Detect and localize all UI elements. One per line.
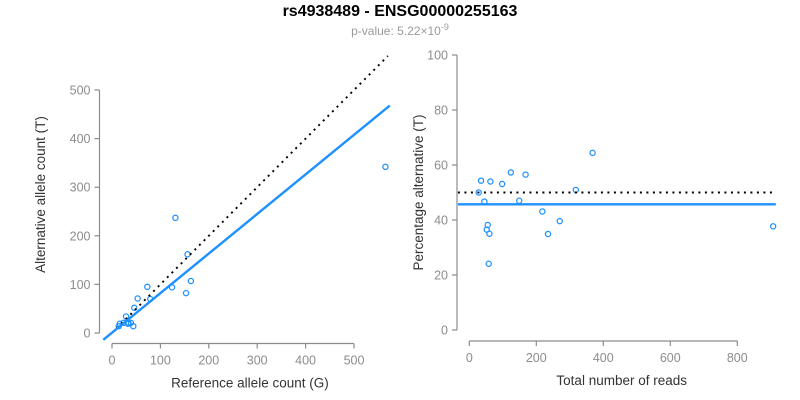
data-point [182, 289, 190, 297]
data-point [515, 197, 523, 204]
plot-subtitle: p-value: 5.22×10-9 [0, 22, 800, 38]
data-point [130, 322, 137, 330]
x-tick-label: 400 [593, 351, 614, 365]
panel-left: 0 100 200 300 400 500 0 100 200 300 400 500 Referenc… [33, 55, 391, 391]
data-point [184, 251, 191, 258]
x-tick-label: 100 [150, 354, 171, 368]
data-point [486, 230, 493, 237]
x-tick-label: 500 [344, 354, 365, 368]
y-tick-label: 0 [441, 324, 448, 338]
y-axis-title: Percentage alternative (T) [411, 114, 426, 270]
y-tick-label: 200 [70, 229, 91, 243]
y-tick-label: 500 [70, 84, 91, 98]
p-value-text: p-value: 5.22×10 [351, 24, 441, 38]
data-point [131, 304, 138, 311]
y-tick-label: 80 [434, 104, 448, 118]
data-point [522, 171, 529, 178]
x-tick-label: 200 [526, 351, 547, 365]
data-point [487, 178, 494, 185]
fit-line [102, 104, 391, 341]
data-point [485, 260, 492, 267]
x-tick-label: 200 [198, 354, 219, 368]
data-point [477, 177, 485, 184]
data-point [769, 223, 777, 230]
x-tick-label: 0 [466, 351, 473, 365]
panel-right: 0 200 400 600 800 0 20 40 60 80 100 Total number of… [411, 49, 777, 388]
data-point [382, 163, 389, 171]
x-tick-label: 0 [109, 354, 116, 368]
plot-title: rs4938489 - ENSG00000255163 [282, 3, 518, 20]
y-tick-label: 300 [70, 181, 91, 195]
y-tick-label: 0 [84, 327, 91, 341]
data-point [507, 169, 515, 176]
x-tick-label: 300 [247, 354, 268, 368]
x-tick-label: 400 [295, 354, 316, 368]
x-tick-label: 800 [727, 351, 748, 365]
y-tick-label: 100 [427, 49, 448, 63]
data-point [589, 149, 596, 157]
y-tick-label: 20 [434, 269, 448, 283]
data-point [544, 230, 552, 238]
x-axis-title: Total number of reads [556, 373, 687, 388]
y-tick-label: 400 [70, 132, 91, 146]
y-tick-label: 100 [70, 278, 91, 292]
data-point [556, 217, 563, 225]
x-axis-title: Reference allele count (G) [171, 376, 329, 391]
data-point [539, 208, 546, 215]
identity-line [111, 55, 389, 334]
y-axis-title: Alternative allele count (T) [33, 116, 48, 273]
data-point [134, 295, 141, 302]
data-point [498, 180, 506, 188]
y-tick-label: 40 [434, 214, 448, 228]
data-point [144, 283, 151, 291]
data-point [172, 214, 179, 222]
data-point [475, 189, 482, 196]
y-tick-label: 60 [434, 159, 448, 173]
p-value-exponent: -9 [440, 22, 449, 32]
data-point [187, 277, 195, 285]
x-tick-label: 600 [660, 351, 681, 365]
